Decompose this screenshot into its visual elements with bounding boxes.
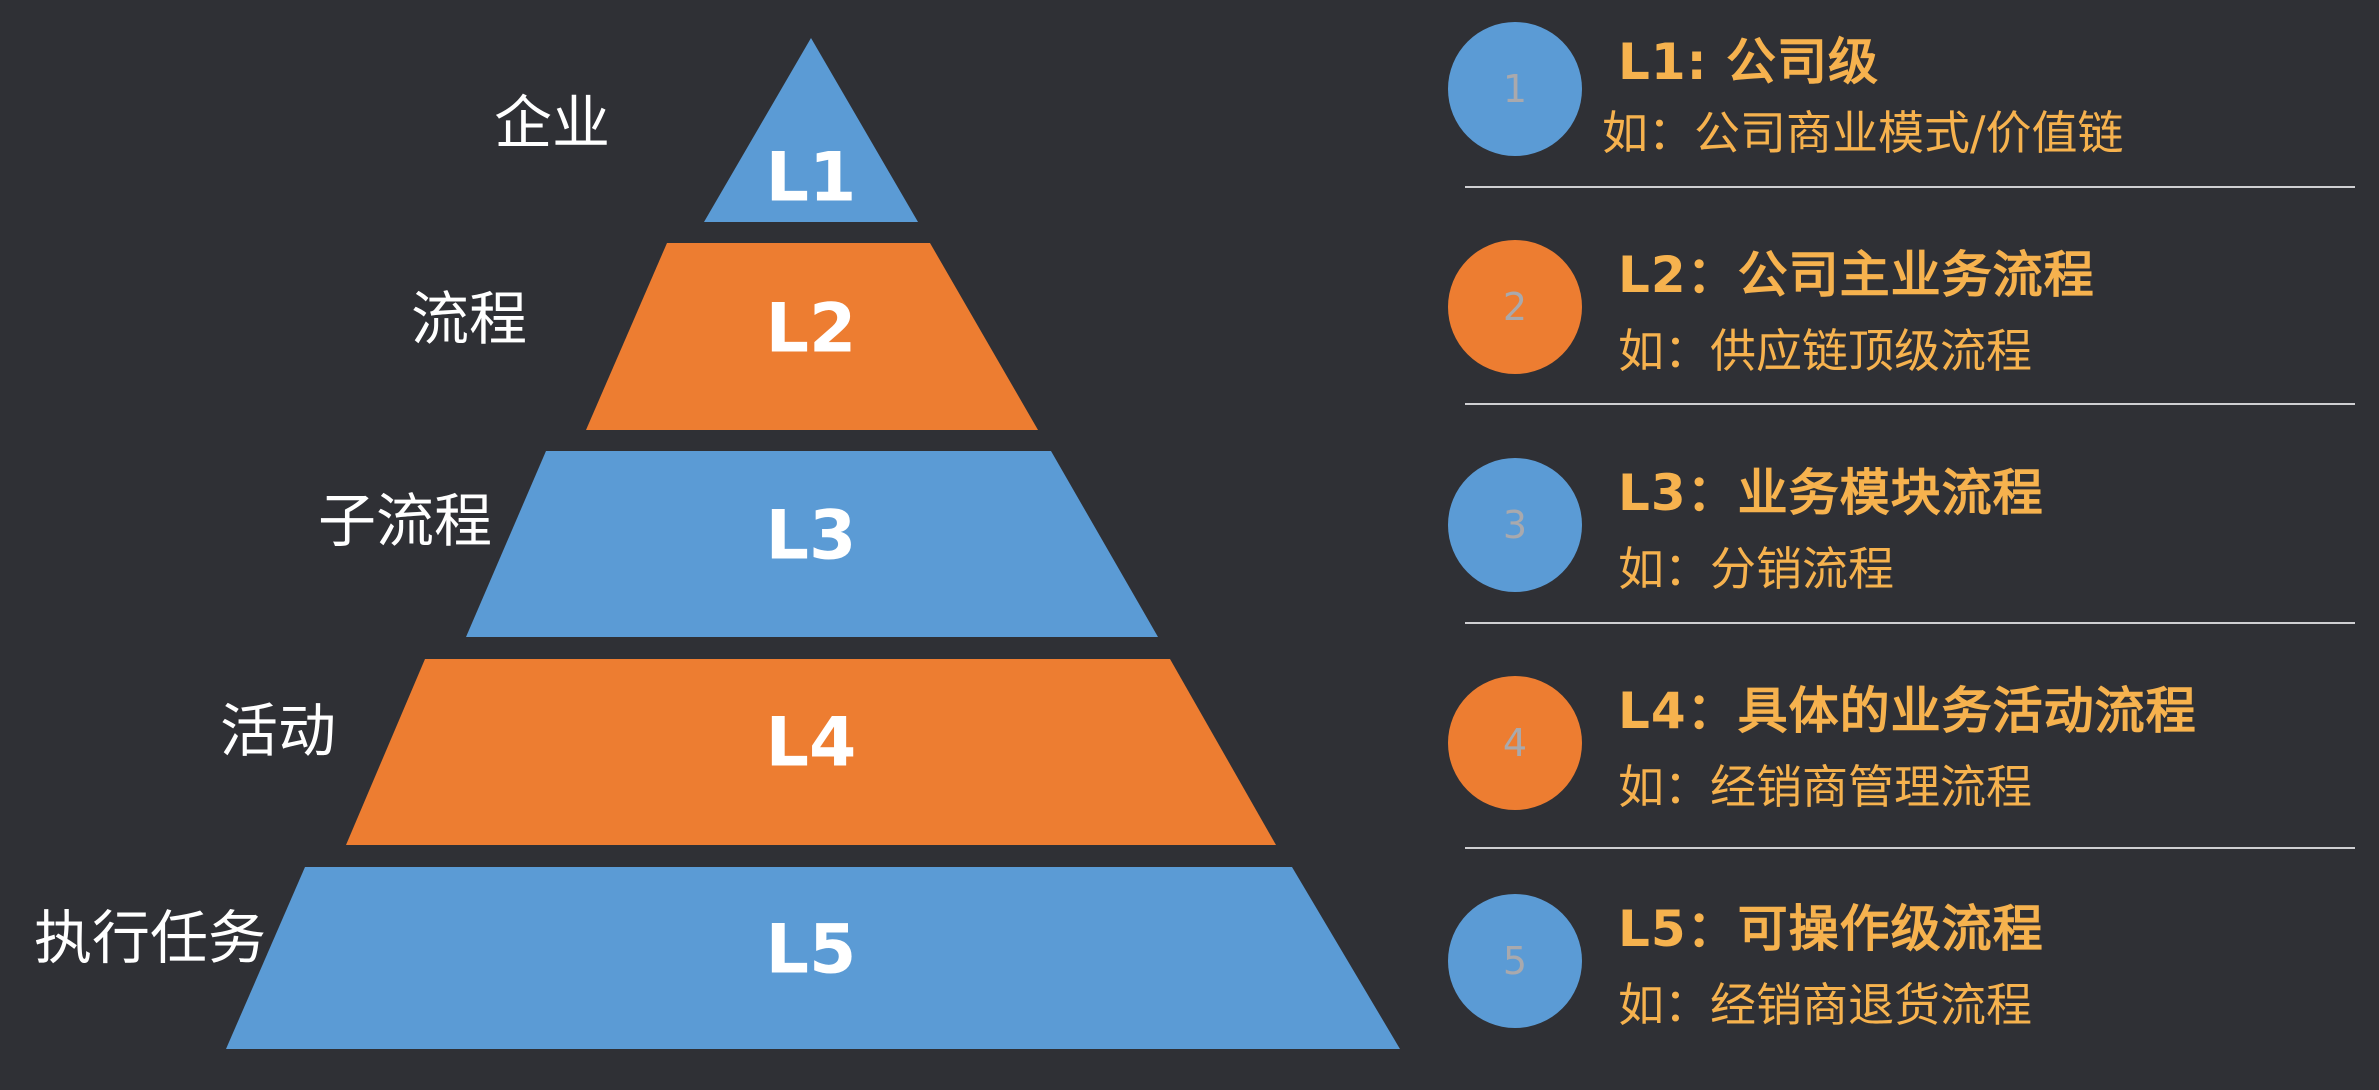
legend-title: L1: 公司级 [1618,33,1880,91]
tier-shape-l5 [226,867,1400,1049]
legend-divider [1465,186,2355,188]
tier-shape-l3 [466,451,1158,637]
legend-number-badge: 5 [1448,894,1582,1028]
pyramid-diagram: L1 企业 L2 流程 L3 子流程 L4 活动 L5 执行任务 [34,38,1400,1049]
legend-item-l3: 3 L3：业务模块流程 如：分销流程 [1440,436,2355,654]
legend-title: L5：可操作级流程 [1618,900,2044,958]
legend-item-l5: 5 L5：可操作级流程 如：经销商退货流程 [1440,872,2350,1090]
tier-shape-l1 [704,38,918,222]
tier-code-l1: L1 [766,139,857,218]
pyramid-tier-l3: L3 子流程 [318,451,1158,637]
tier-code-l3: L3 [766,497,857,576]
pyramid-tier-l4: L4 活动 [220,659,1276,845]
legend-divider [1465,403,2355,405]
tier-shape-l2 [586,243,1038,430]
tier-name-l4: 活动 [220,697,336,765]
legend-number-badge: 2 [1448,240,1582,374]
legend-example: 如：公司商业模式/价值链 [1602,106,2124,160]
legend-title: L4：具体的业务活动流程 [1618,682,2197,740]
pyramid-tier-l5: L5 执行任务 [34,867,1400,1049]
legend-number-badge: 4 [1448,676,1582,810]
legend-example: 如：分销流程 [1618,542,1894,596]
tier-name-l3: 子流程 [318,487,492,555]
tier-shape-l4 [346,659,1276,845]
tier-name-l1: 企业 [494,89,610,157]
legend-divider [1465,847,2355,849]
tier-code-l5: L5 [766,911,857,990]
legend-example: 如：供应链顶级流程 [1618,324,2032,378]
tier-name-l2: 流程 [411,285,527,353]
legend-divider [1465,622,2355,624]
tier-code-l2: L2 [766,290,857,369]
tier-code-l4: L4 [766,704,857,783]
legend-item-l4: 4 L4：具体的业务活动流程 如：经销商管理流程 [1440,654,2355,872]
legend-number-badge: 1 [1448,22,1582,156]
legend-item-l1: 1 L1: 公司级 如：公司商业模式/价值链 [1440,0,2355,218]
legend-item-l2: 2 L2：公司主业务流程 如：供应链顶级流程 [1440,218,2355,436]
legend-number-badge: 3 [1448,458,1582,592]
pyramid-tier-l2: L2 流程 [411,243,1038,430]
legend-example: 如：经销商退货流程 [1618,978,2032,1032]
legend-title: L3：业务模块流程 [1618,464,2044,522]
pyramid-tier-l1: L1 企业 [494,38,918,222]
legend-example: 如：经销商管理流程 [1618,760,2032,814]
legend-title: L2：公司主业务流程 [1618,246,2095,304]
tier-name-l5: 执行任务 [34,904,266,972]
